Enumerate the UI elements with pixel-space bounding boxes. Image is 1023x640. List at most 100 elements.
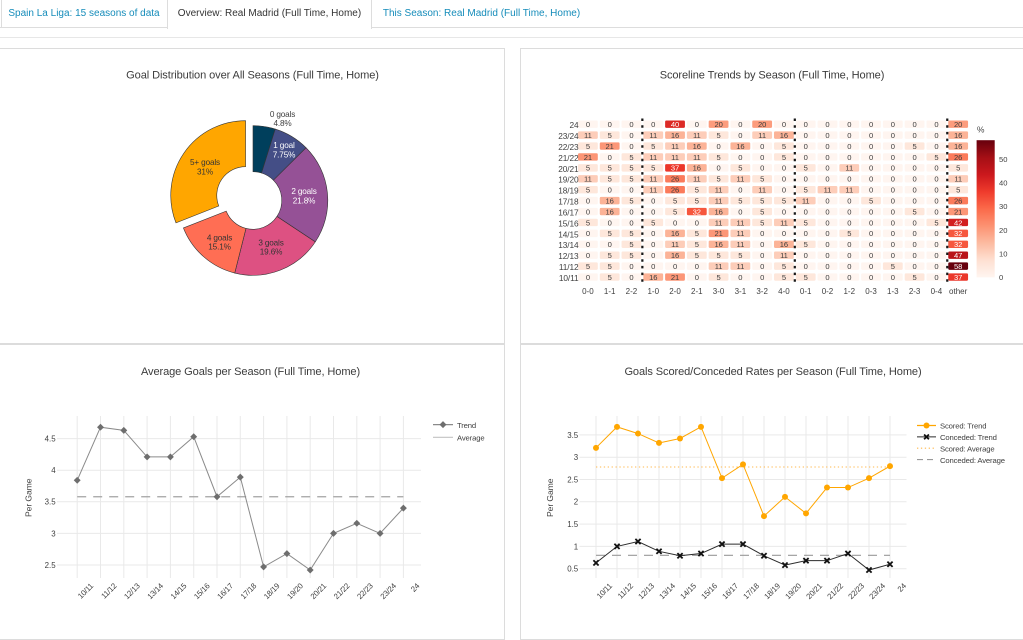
svg-text:11: 11: [671, 153, 679, 162]
svg-text:3 goals: 3 goals: [258, 239, 283, 248]
svg-text:0: 0: [825, 175, 829, 184]
svg-text:0: 0: [869, 153, 873, 162]
svg-text:0: 0: [608, 186, 612, 195]
svg-text:0: 0: [913, 218, 917, 227]
svg-text:0: 0: [629, 186, 633, 195]
svg-text:0: 0: [934, 251, 938, 260]
svg-text:0: 0: [934, 164, 938, 173]
svg-text:20: 20: [954, 120, 962, 129]
svg-text:0: 0: [869, 175, 873, 184]
svg-text:0: 0: [847, 131, 851, 140]
svg-text:0: 0: [847, 153, 851, 162]
svg-text:0: 0: [934, 196, 938, 205]
svg-text:3-1: 3-1: [735, 287, 747, 296]
svg-text:16: 16: [714, 207, 722, 216]
svg-text:5: 5: [760, 196, 764, 205]
svg-text:0: 0: [913, 229, 917, 238]
svg-text:5: 5: [760, 218, 764, 227]
svg-text:0: 0: [825, 240, 829, 249]
svg-text:16: 16: [671, 131, 679, 140]
svg-text:14/15: 14/15: [678, 581, 698, 601]
svg-text:0: 0: [847, 273, 851, 282]
svg-text:0: 0: [782, 186, 786, 195]
svg-text:37: 37: [954, 273, 962, 282]
svg-text:0: 0: [891, 251, 895, 260]
svg-text:5: 5: [608, 229, 612, 238]
svg-text:0: 0: [629, 262, 633, 271]
svg-text:11: 11: [715, 262, 723, 271]
svg-text:0: 0: [825, 262, 829, 271]
svg-text:0: 0: [913, 164, 917, 173]
svg-text:1-0: 1-0: [647, 287, 659, 296]
svg-text:other: other: [949, 287, 968, 296]
svg-text:11: 11: [737, 229, 745, 238]
svg-text:13/14: 13/14: [146, 581, 166, 601]
svg-text:0: 0: [760, 142, 764, 151]
svg-text:26: 26: [954, 153, 962, 162]
svg-text:0: 0: [629, 142, 633, 151]
svg-text:0: 0: [651, 240, 655, 249]
svg-text:11/12: 11/12: [99, 582, 118, 601]
svg-text:5: 5: [782, 196, 786, 205]
svg-text:1-2: 1-2: [843, 287, 855, 296]
svg-text:0: 0: [891, 153, 895, 162]
svg-text:0: 0: [913, 196, 917, 205]
svg-text:0: 0: [891, 240, 895, 249]
svg-text:17/18: 17/18: [741, 582, 760, 601]
svg-text:24: 24: [896, 581, 909, 594]
svg-text:16/17: 16/17: [558, 207, 579, 217]
svg-text:5: 5: [608, 262, 612, 271]
svg-text:58: 58: [954, 262, 962, 271]
svg-text:0-2: 0-2: [822, 287, 834, 296]
svg-text:17/18: 17/18: [558, 197, 579, 207]
svg-text:5: 5: [673, 207, 677, 216]
svg-text:0: 0: [891, 196, 895, 205]
svg-text:11: 11: [584, 131, 592, 140]
svg-text:5: 5: [738, 164, 742, 173]
svg-text:4: 4: [51, 466, 56, 475]
svg-text:3-0: 3-0: [713, 287, 725, 296]
svg-text:5: 5: [782, 273, 786, 282]
svg-text:20: 20: [714, 120, 722, 129]
svg-text:5: 5: [629, 240, 633, 249]
svg-text:21.8%: 21.8%: [293, 196, 315, 205]
svg-text:0: 0: [608, 120, 612, 129]
svg-text:0: 0: [825, 164, 829, 173]
svg-text:5: 5: [847, 229, 851, 238]
svg-text:5: 5: [586, 142, 590, 151]
svg-text:5: 5: [608, 175, 612, 184]
svg-text:11: 11: [802, 196, 810, 205]
svg-text:20/21: 20/21: [309, 582, 328, 601]
svg-text:0: 0: [673, 218, 677, 227]
svg-text:0: 0: [738, 273, 742, 282]
svg-text:15/16: 15/16: [558, 218, 579, 228]
svg-text:16: 16: [736, 142, 744, 151]
svg-text:Scoreline Trends by Season (Fu: Scoreline Trends by Season (Full Time, H…: [660, 70, 885, 82]
svg-text:21: 21: [606, 142, 614, 151]
svg-text:0: 0: [782, 207, 786, 216]
svg-text:0: 0: [825, 196, 829, 205]
svg-text:0: 0: [738, 131, 742, 140]
svg-text:0-4: 0-4: [931, 287, 943, 296]
svg-text:0: 0: [586, 273, 590, 282]
svg-text:0: 0: [825, 131, 829, 140]
svg-text:23/24: 23/24: [379, 581, 399, 601]
svg-text:12/13: 12/13: [122, 582, 141, 601]
svg-text:0: 0: [760, 262, 764, 271]
svg-text:0: 0: [891, 273, 895, 282]
svg-text:37: 37: [671, 164, 679, 173]
svg-text:0: 0: [738, 120, 742, 129]
svg-text:0: 0: [847, 262, 851, 271]
svg-text:4-0: 4-0: [778, 287, 790, 296]
svg-text:21/22: 21/22: [332, 582, 351, 601]
svg-text:0: 0: [608, 240, 612, 249]
svg-text:1: 1: [574, 542, 578, 551]
svg-text:3.5: 3.5: [45, 498, 57, 507]
svg-text:3: 3: [51, 529, 56, 538]
svg-text:11: 11: [671, 142, 679, 151]
svg-text:5: 5: [695, 229, 699, 238]
svg-text:11: 11: [737, 175, 745, 184]
svg-text:26: 26: [954, 196, 962, 205]
svg-text:16: 16: [671, 229, 679, 238]
svg-text:14/15: 14/15: [558, 229, 579, 239]
